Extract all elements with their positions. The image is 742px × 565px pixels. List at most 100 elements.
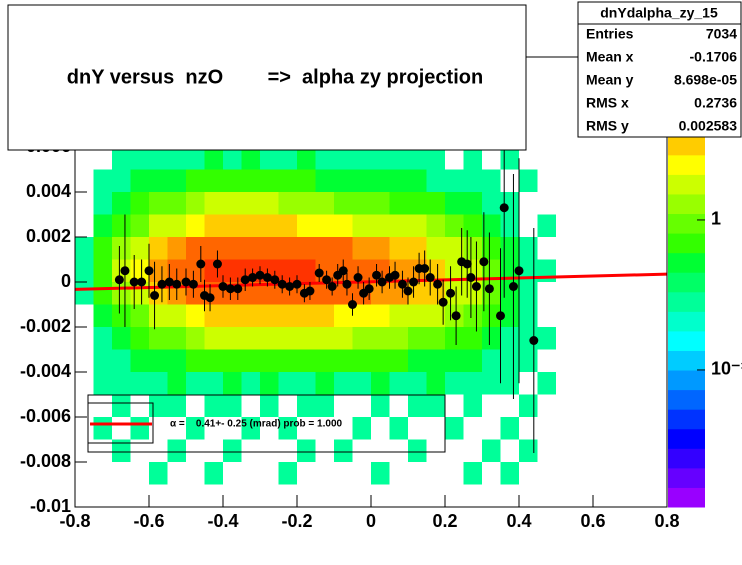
- heat-cell: [278, 372, 297, 395]
- heat-cell: [93, 349, 112, 372]
- heat-cell: [204, 192, 223, 215]
- profile-point: [409, 277, 419, 287]
- heat-cell: [130, 214, 149, 237]
- stats-value: 0.002583: [679, 118, 738, 134]
- heat-cell: [537, 214, 556, 237]
- profile-point: [129, 277, 139, 287]
- heat-cell: [519, 439, 538, 462]
- heat-cell: [112, 327, 131, 350]
- heat-cell: [408, 214, 427, 237]
- heat-cell: [241, 192, 260, 215]
- heat-cell: [482, 237, 501, 260]
- profile-point: [144, 266, 154, 276]
- heat-cell: [408, 394, 427, 417]
- profile-point: [240, 275, 250, 285]
- heat-cell: [408, 372, 427, 395]
- heat-cell: [389, 237, 408, 260]
- heat-cell: [260, 214, 279, 237]
- y-tick-label: -0.01: [30, 496, 71, 516]
- heat-cell: [426, 394, 445, 417]
- heat-cell: [408, 282, 427, 305]
- profile-point: [196, 259, 206, 269]
- heat-cell: [167, 192, 186, 215]
- profile-point: [353, 273, 363, 282]
- profile-point: [292, 279, 302, 289]
- profile-point: [262, 273, 272, 282]
- heat-cell: [167, 237, 186, 260]
- profile-point: [479, 257, 489, 267]
- heat-cell: [426, 237, 445, 260]
- heat-cell: [93, 237, 112, 260]
- heat-cell: [297, 214, 316, 237]
- heat-cell: [352, 304, 371, 327]
- heat-cell: [130, 327, 149, 350]
- heat-cell: [445, 192, 464, 215]
- heat-cell: [463, 214, 482, 237]
- heat-cell: [352, 214, 371, 237]
- heat-cell: [352, 349, 371, 372]
- heat-cell: [297, 349, 316, 372]
- profile-point: [270, 275, 280, 285]
- y-tick-label: -0.006: [20, 406, 71, 426]
- x-tick-label: 0.4: [506, 511, 531, 531]
- heat-cell: [482, 349, 501, 372]
- heat-cell: [297, 169, 316, 192]
- heat-cell: [371, 282, 390, 305]
- stats-name: dnYdalpha_zy_15: [600, 5, 718, 21]
- profile-point: [225, 284, 235, 294]
- profile-point: [164, 277, 174, 287]
- heat-cell: [463, 304, 482, 327]
- profile-point: [471, 282, 481, 291]
- heat-cell: [149, 462, 168, 485]
- heat-cell: [186, 147, 205, 170]
- heat-cell: [204, 237, 223, 260]
- x-tick-label: 0.2: [432, 511, 457, 531]
- heat-cell: [130, 417, 149, 440]
- palette-band: [668, 370, 705, 391]
- heat-cell: [112, 169, 131, 192]
- heat-cell: [112, 394, 131, 417]
- profile-point: [342, 279, 352, 289]
- heat-cell: [519, 169, 538, 192]
- heat-cell: [167, 147, 186, 170]
- heat-cell: [167, 372, 186, 395]
- heat-cell: [315, 304, 334, 327]
- heat-cell: [482, 169, 501, 192]
- heat-cell: [167, 394, 186, 417]
- stats-value: 8.698e-05: [674, 72, 737, 88]
- heat-cell: [186, 304, 205, 327]
- profile-point: [120, 266, 130, 276]
- profile-point: [451, 311, 461, 321]
- profile-point: [499, 203, 509, 213]
- palette-band: [668, 272, 705, 293]
- heat-cell: [112, 282, 131, 305]
- heat-cell: [315, 237, 334, 260]
- profile-point: [248, 273, 258, 282]
- heat-cell: [371, 372, 390, 395]
- heat-cell: [112, 147, 131, 170]
- z-tick-label: 10⁻¹: [711, 359, 742, 379]
- heat-cell: [149, 147, 168, 170]
- heat-cell: [408, 304, 427, 327]
- heat-cell: [352, 237, 371, 260]
- heat-cell: [463, 394, 482, 417]
- heat-cell: [223, 147, 242, 170]
- x-tick-label: 0: [366, 511, 376, 531]
- heat-cell: [371, 304, 390, 327]
- heat-cell: [334, 214, 353, 237]
- profile-point: [218, 282, 228, 291]
- profile-point: [508, 282, 518, 291]
- heat-cell: [315, 169, 334, 192]
- palette-band: [668, 487, 705, 508]
- heat-cell: [315, 394, 334, 417]
- heat-cell: [186, 417, 205, 440]
- palette-band: [668, 389, 705, 410]
- palette-band: [668, 428, 705, 449]
- heat-cell: [315, 349, 334, 372]
- heat-cell: [426, 192, 445, 215]
- stats-value: 7034: [706, 26, 737, 42]
- heat-cell: [204, 462, 223, 485]
- heat-cell: [260, 147, 279, 170]
- heat-cell: [463, 462, 482, 485]
